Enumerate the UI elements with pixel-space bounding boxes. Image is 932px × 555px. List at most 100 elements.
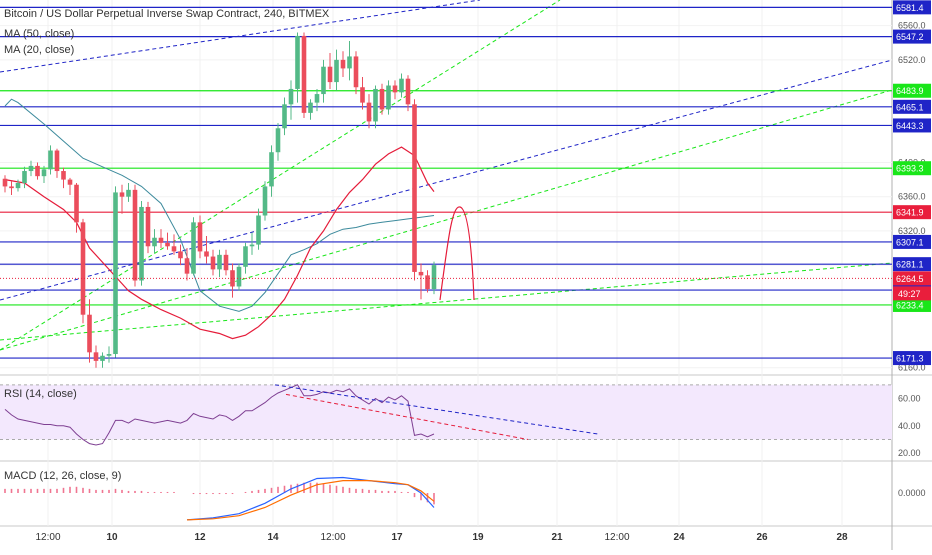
candle-body — [158, 237, 164, 243]
price-tick-label: 6360.0 — [898, 192, 926, 202]
price-level-badge — [893, 29, 931, 44]
candle-body — [9, 186, 14, 189]
price-level-badge-text: 6341.9 — [896, 208, 924, 218]
candle-body — [295, 35, 300, 89]
candle-body — [22, 171, 27, 184]
trendline — [0, 89, 893, 351]
x-tick-label: 14 — [267, 532, 279, 543]
rsi-line — [4, 384, 435, 446]
countdown-badge-text: 49:27 — [898, 289, 921, 299]
candle-body — [269, 152, 274, 187]
candle-body — [152, 237, 157, 247]
price-level-badge — [893, 161, 931, 176]
candle-body — [360, 87, 365, 103]
macd-legend: MACD (12, 26, close, 9) — [4, 470, 122, 482]
x-tick-label: 26 — [756, 532, 768, 543]
x-tick-label: 24 — [673, 532, 685, 543]
candle-body — [184, 258, 190, 274]
price-level-badge — [893, 0, 931, 15]
candle-body — [197, 222, 203, 252]
last-price-badge-text: 6264.5 — [896, 274, 924, 284]
candle-body — [113, 192, 118, 355]
rsi-legend: RSI (14, close) — [4, 388, 77, 400]
last-price-badge — [893, 271, 931, 286]
candle-body — [405, 78, 411, 105]
price-level-badge — [893, 234, 931, 249]
price-level-badge — [893, 257, 931, 272]
macd-tick-label: 0.0000 — [898, 488, 926, 498]
rsi-tick-label: 20.00 — [898, 448, 921, 458]
candle-body — [340, 59, 346, 69]
candle-body — [48, 150, 53, 170]
candle-body — [171, 246, 177, 252]
x-tick-label: 12 — [194, 532, 206, 543]
x-tick-label: 12:00 — [604, 532, 629, 543]
price-level-badge-text: 6281.1 — [896, 260, 924, 270]
candle-body — [379, 88, 385, 110]
price-level-badge-text: 6307.1 — [896, 237, 924, 247]
candle-body — [2, 178, 8, 187]
candle-body — [308, 102, 313, 113]
candle-body — [54, 150, 60, 172]
candle-body — [230, 270, 235, 287]
candle-body — [256, 215, 261, 245]
price-tick-label: 6560.0 — [898, 21, 926, 31]
x-tick-label: 21 — [551, 532, 563, 543]
price-level-badge-text: 6171.3 — [896, 354, 924, 364]
candle-body — [412, 104, 417, 272]
x-tick-label: 28 — [836, 532, 848, 543]
price-level-badge-text: 6233.4 — [896, 300, 924, 310]
price-tick-label: 6160.0 — [898, 363, 926, 373]
price-level-badge-text: 6581.4 — [896, 3, 924, 13]
candle-body — [41, 169, 47, 177]
candle-body — [61, 171, 66, 180]
candle-body — [373, 88, 378, 122]
candle-body — [366, 102, 372, 122]
price-level-badge — [893, 118, 931, 133]
candle-body — [67, 179, 73, 185]
ma50-line — [4, 98, 435, 312]
candle-body — [217, 254, 222, 270]
rsi-tick-label: 60.00 — [898, 394, 921, 404]
price-level-badge-text: 6393.3 — [896, 164, 924, 174]
candle-body — [262, 186, 268, 216]
macd-signal-line — [186, 480, 435, 521]
price-level-badge — [893, 297, 931, 312]
candle-body — [87, 314, 92, 353]
candle-body — [425, 275, 430, 290]
candle-body — [327, 66, 333, 83]
candle-body — [191, 222, 196, 274]
candle-body — [93, 352, 99, 361]
candle-body — [80, 222, 86, 315]
candle-body — [145, 206, 151, 247]
candle-body — [301, 35, 307, 113]
rsi-tick-label: 40.00 — [898, 421, 921, 431]
x-tick-label: 19 — [472, 532, 484, 543]
candle-body — [28, 165, 34, 172]
candle-body — [223, 254, 229, 271]
candle-body — [165, 242, 170, 247]
rsi-band — [0, 384, 892, 440]
rsi-trendline — [274, 384, 599, 435]
price-level-badge — [893, 83, 931, 98]
candle-body — [386, 85, 391, 110]
projection-curve — [439, 206, 475, 301]
candle-body — [35, 165, 40, 177]
candle-body — [418, 271, 424, 276]
price-tick-label: 6320.0 — [898, 226, 926, 236]
price-level-badge-text: 6465.1 — [896, 102, 924, 112]
candle-body — [132, 189, 138, 281]
candle-body — [100, 355, 105, 361]
candle-body — [392, 85, 398, 93]
trendline — [0, 262, 893, 341]
candle-body — [15, 183, 21, 189]
candle-body — [282, 104, 287, 129]
x-tick-label: 12:00 — [320, 532, 345, 543]
trendline — [0, 0, 561, 351]
candle-body — [106, 354, 112, 356]
candle-body — [74, 184, 79, 223]
price-level-badge — [893, 99, 931, 114]
